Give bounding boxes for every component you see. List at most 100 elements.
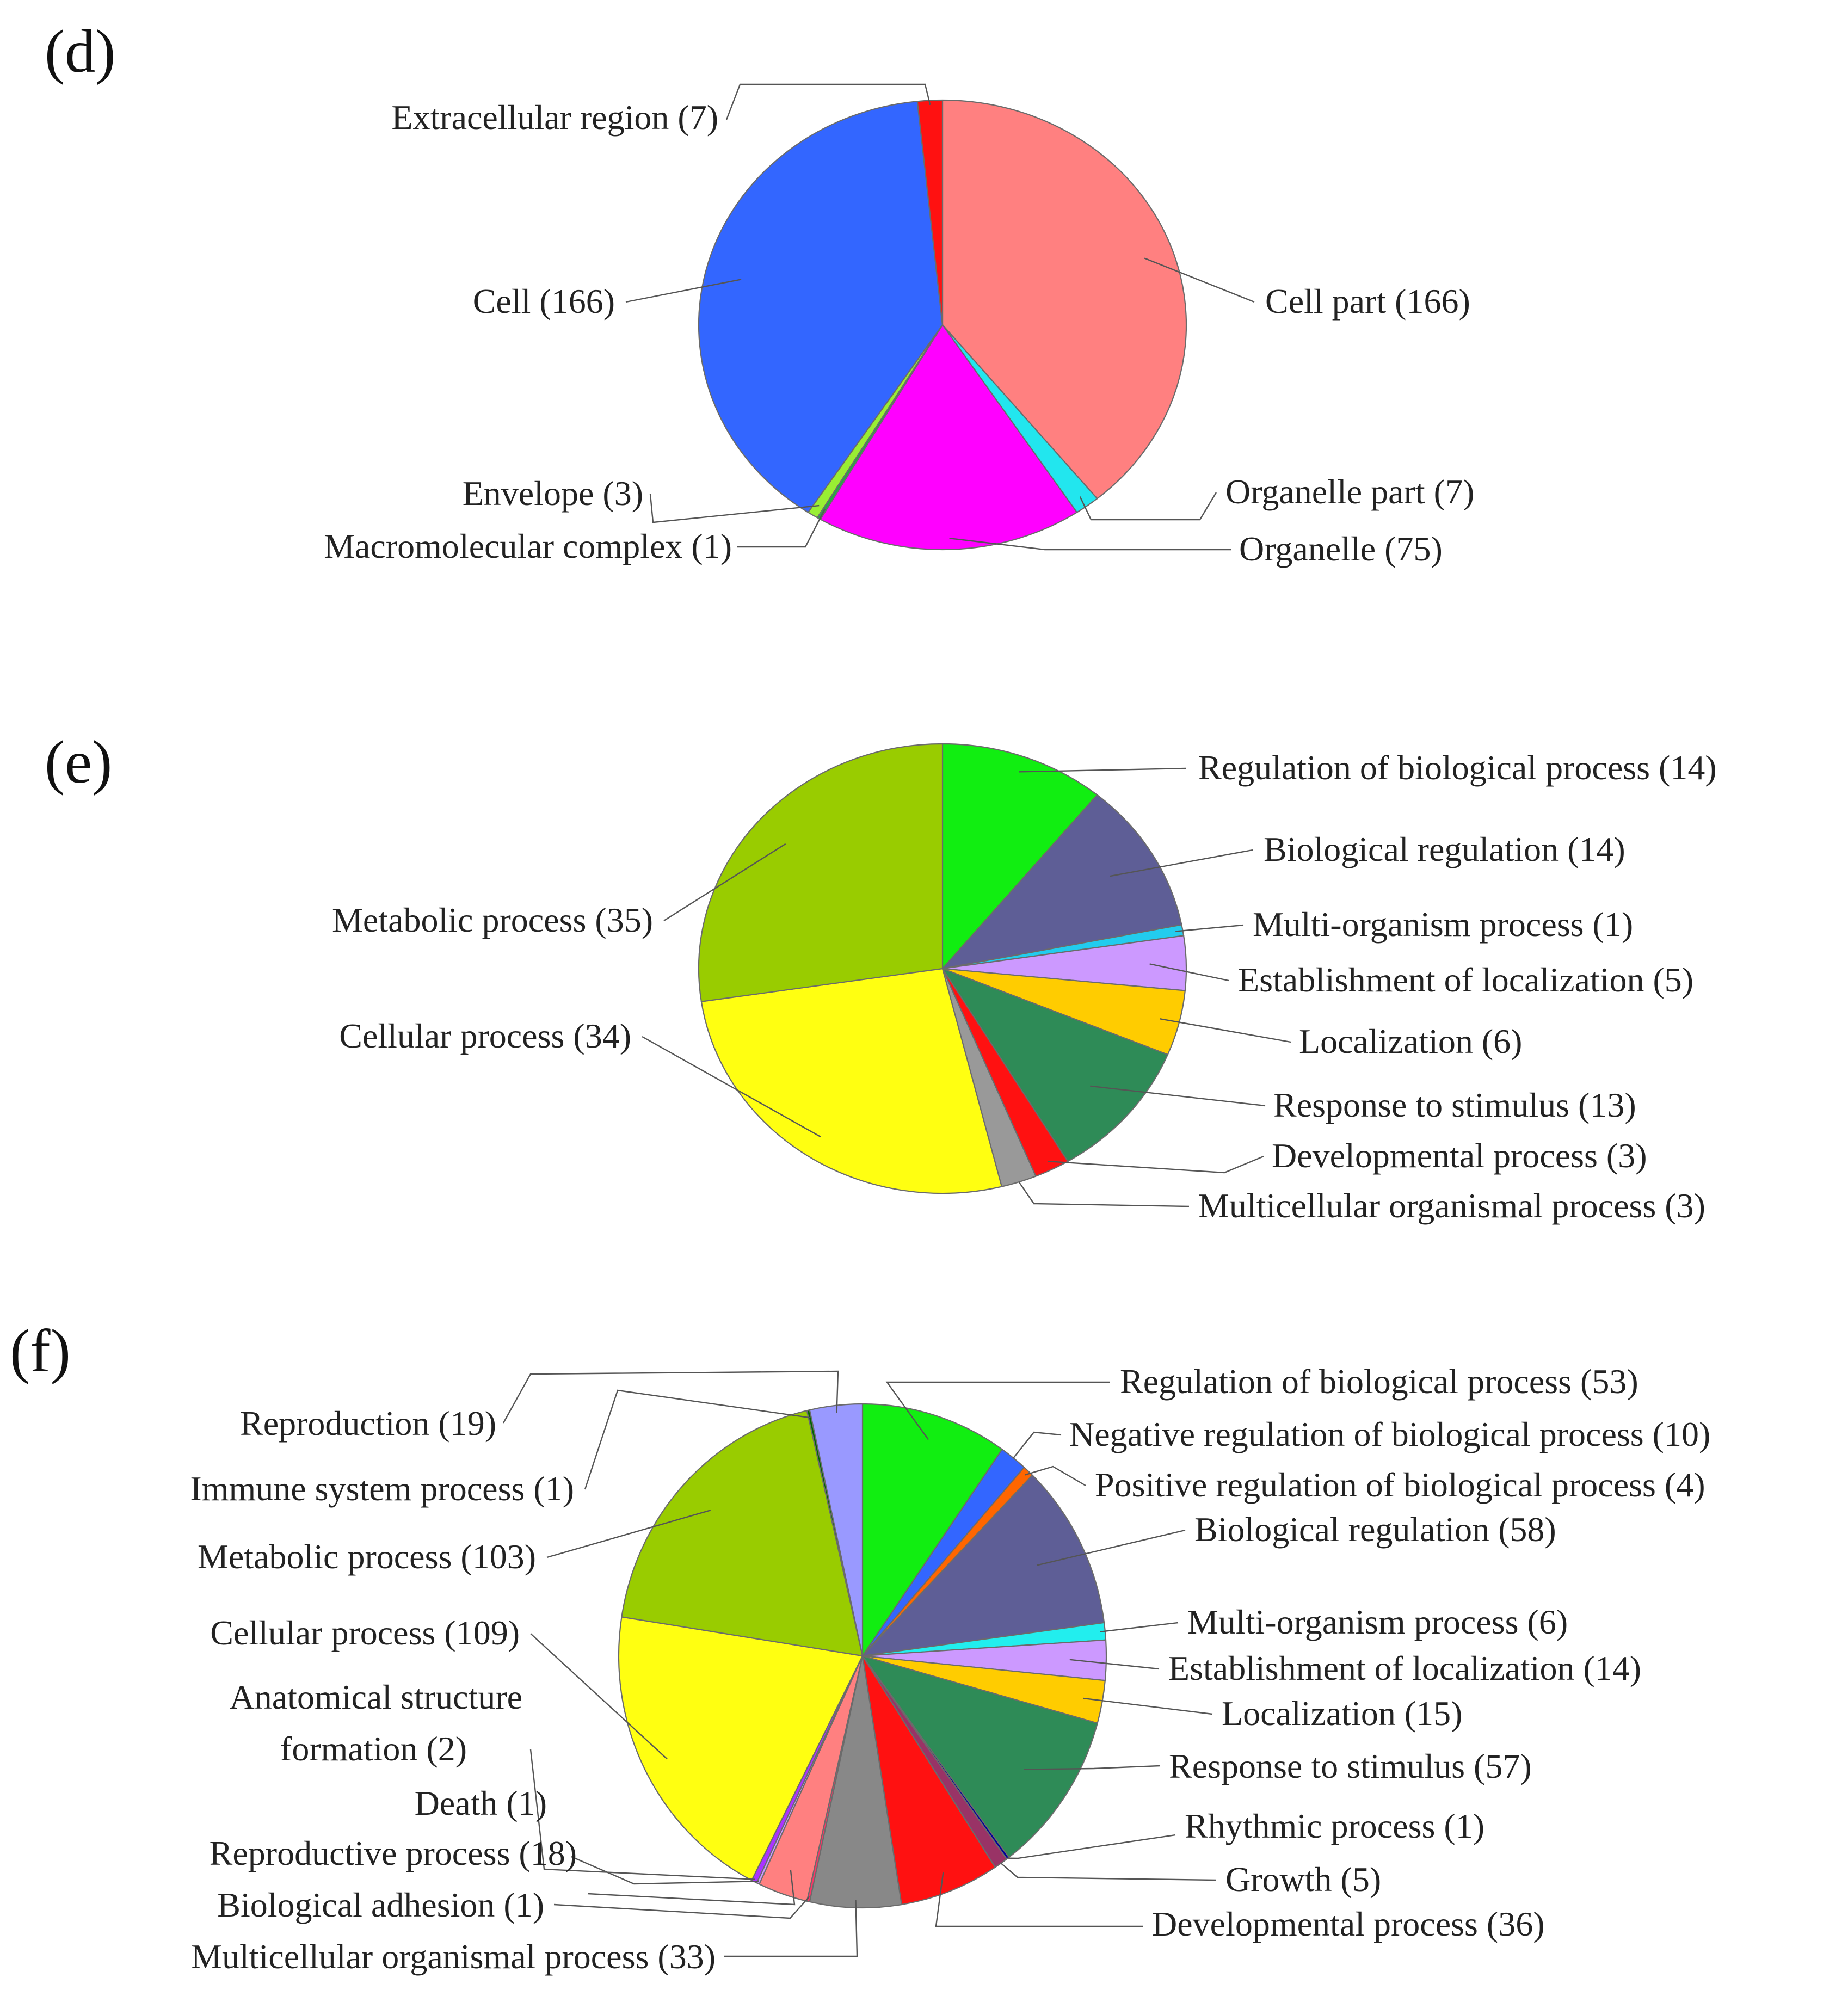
leader-line bbox=[885, 1381, 1110, 1440]
label-f-cellular-process: Cellular process (109) bbox=[210, 1613, 520, 1652]
leader-line bbox=[1018, 1181, 1190, 1207]
leader-line bbox=[584, 1389, 810, 1490]
pie-d-leaders bbox=[625, 83, 1255, 551]
leader-line bbox=[1000, 1863, 1217, 1881]
label-e-multicellular-organismal-process: Multicellular organismal process (3) bbox=[1198, 1186, 1705, 1225]
slice-cell bbox=[698, 101, 944, 513]
leader-line bbox=[1036, 1529, 1186, 1566]
label-f-multi-organism-process: Multi-organism process (6) bbox=[1187, 1603, 1568, 1641]
pie-f-leaders bbox=[502, 1370, 1217, 1957]
label-f-growth: Growth (5) bbox=[1225, 1860, 1381, 1899]
label-f-localization: Localization (15) bbox=[1222, 1694, 1462, 1733]
slice-cellular-process bbox=[618, 1616, 864, 1881]
leader-line bbox=[571, 1856, 759, 1885]
pie-d-slices bbox=[698, 99, 1187, 551]
leader-line bbox=[587, 1870, 796, 1906]
label-e-cellular-process: Cellular process (34) bbox=[339, 1016, 631, 1055]
label-f-anatomical-structure-formation: Anatomical structure formation (2) bbox=[230, 1678, 522, 1768]
label-e-multi-organism-process: Multi-organism process (1) bbox=[1253, 905, 1633, 944]
pie-chart-e: (e) Regulation of biological process (14… bbox=[45, 729, 1717, 1225]
label-f-positive-regulation: Positive regulation of biological proces… bbox=[1095, 1465, 1705, 1504]
label-f-anatomical-line1: Anatomical structure bbox=[230, 1678, 522, 1716]
label-f-negative-regulation: Negative regulation of biological proces… bbox=[1069, 1415, 1710, 1453]
label-macromolecular-complex: Macromolecular complex (1) bbox=[324, 527, 732, 565]
slice-response-to-stimulus bbox=[861, 1655, 1098, 1858]
panel-label-d: (d) bbox=[45, 18, 116, 85]
slice-regulation-of-biological-process bbox=[941, 743, 1098, 970]
label-f-developmental-process: Developmental process (36) bbox=[1152, 1905, 1545, 1943]
leader-line bbox=[642, 1036, 821, 1138]
label-e-developmental-process: Developmental process (3) bbox=[1272, 1136, 1647, 1175]
leader-line bbox=[1079, 492, 1217, 521]
leader-line bbox=[502, 1370, 839, 1424]
leader-line bbox=[1019, 767, 1187, 773]
leader-line bbox=[1069, 1659, 1160, 1670]
panel-label-f: (f) bbox=[10, 1317, 71, 1385]
slice-response-to-stimulus bbox=[941, 968, 1168, 1162]
pie-f-slices bbox=[618, 1403, 1107, 1909]
leader-line bbox=[1083, 1697, 1213, 1715]
slice-cell-part bbox=[941, 99, 1187, 500]
leader-line bbox=[1160, 1018, 1291, 1043]
label-f-immune-system-process: Immune system process (1) bbox=[190, 1469, 574, 1508]
leader-line bbox=[1008, 1834, 1176, 1859]
slice-reproduction bbox=[809, 1403, 864, 1657]
leader-line bbox=[546, 1510, 711, 1558]
label-e-metabolic-process: Metabolic process (35) bbox=[332, 901, 653, 939]
leader-line bbox=[1149, 963, 1229, 982]
leader-line bbox=[725, 83, 931, 120]
label-f-multicellular-organismal-process: Multicellular organismal process (33) bbox=[191, 1937, 716, 1976]
leader-line bbox=[649, 494, 820, 523]
leader-line bbox=[553, 1896, 810, 1919]
label-organelle: Organelle (75) bbox=[1239, 529, 1443, 568]
slice-biological-regulation bbox=[941, 794, 1182, 970]
leader-line bbox=[530, 1633, 668, 1760]
label-f-metabolic-process: Metabolic process (103) bbox=[198, 1537, 536, 1576]
label-e-localization: Localization (6) bbox=[1299, 1022, 1522, 1061]
label-f-rhythmic-process: Rhythmic process (1) bbox=[1185, 1807, 1484, 1845]
label-f-establishment-of-localization: Establishment of localization (14) bbox=[1168, 1649, 1641, 1687]
leader-line bbox=[1144, 257, 1255, 303]
label-organelle-part: Organelle part (7) bbox=[1225, 472, 1474, 511]
panel-label-e: (e) bbox=[45, 729, 112, 796]
leader-line bbox=[1100, 1622, 1179, 1632]
label-envelope: Envelope (3) bbox=[463, 474, 643, 513]
label-e-response-to-stimulus: Response to stimulus (13) bbox=[1273, 1086, 1636, 1124]
label-f-reproductive-process: Reproductive process (18) bbox=[210, 1834, 577, 1872]
pie-chart-f: (f) Regulation of biological process (53… bbox=[10, 1317, 1710, 1976]
label-f-reproduction: Reproduction (19) bbox=[240, 1404, 496, 1443]
label-cell-part: Cell part (166) bbox=[1265, 282, 1470, 321]
leader-line bbox=[1025, 1465, 1086, 1487]
pie-d-labels: Cell part (166) Organelle part (7) Organ… bbox=[324, 98, 1474, 568]
leader-line bbox=[935, 1872, 1143, 1927]
slice-organelle bbox=[820, 324, 1078, 551]
slice-regulation-of-biological-process bbox=[861, 1403, 1003, 1657]
label-f-response-to-stimulus: Response to stimulus (57) bbox=[1169, 1747, 1532, 1785]
leader-line bbox=[1090, 1085, 1266, 1107]
leader-line bbox=[1048, 1155, 1264, 1174]
slice-biological-regulation bbox=[861, 1474, 1105, 1657]
leader-line bbox=[1013, 1431, 1062, 1459]
slice-metabolic-process bbox=[698, 743, 944, 1002]
leader-line bbox=[1175, 924, 1244, 932]
label-f-anatomical-line2: formation (2) bbox=[280, 1729, 467, 1768]
label-e-biological-regulation: Biological regulation (14) bbox=[1264, 830, 1625, 868]
leader-line bbox=[724, 1900, 858, 1957]
pie-e-leaders bbox=[642, 767, 1291, 1207]
label-f-death: Death (1) bbox=[415, 1784, 547, 1822]
slice-developmental-process bbox=[861, 1655, 996, 1906]
label-cell: Cell (166) bbox=[473, 282, 615, 321]
pie-e-slices bbox=[698, 743, 1187, 1194]
pie-f-labels: Regulation of biological process (53) Ne… bbox=[190, 1362, 1710, 1976]
leader-line bbox=[1110, 849, 1253, 877]
leader-line bbox=[949, 537, 1231, 551]
leader-line bbox=[737, 508, 826, 548]
pie-e-labels: Regulation of biological process (14) Bi… bbox=[332, 748, 1717, 1225]
slice-extracellular-region bbox=[916, 99, 944, 326]
label-f-regulation-of-biological-process: Regulation of biological process (53) bbox=[1120, 1362, 1638, 1401]
label-f-biological-regulation: Biological regulation (58) bbox=[1194, 1510, 1556, 1549]
pie-chart-d: (d) Cell part (166) Organelle part (7) O… bbox=[45, 18, 1474, 568]
leader-line bbox=[663, 843, 786, 922]
label-e-regulation-of-biological-process: Regulation of biological process (14) bbox=[1198, 748, 1717, 787]
